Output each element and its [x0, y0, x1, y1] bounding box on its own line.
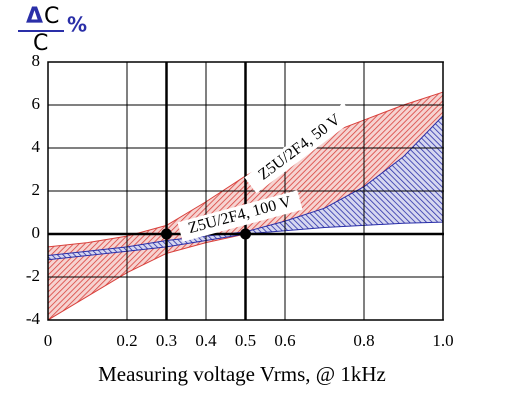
- label-bg: [177, 190, 303, 242]
- marker-point: [161, 228, 172, 240]
- y-label-denominator: C: [33, 31, 48, 56]
- x-tick-label: 0.3: [156, 331, 177, 350]
- y-tick-label: -4: [26, 309, 41, 328]
- label-bg: [244, 102, 356, 194]
- y-tick-label: -2: [26, 266, 40, 285]
- x-tick-label: 1.0: [432, 331, 453, 350]
- x-tick-label: 0.6: [274, 331, 295, 350]
- plot-frame: [47, 61, 444, 321]
- x-tick-label: 0.4: [195, 331, 217, 350]
- x-tick-label: 0.2: [116, 331, 137, 350]
- y-tick-label: 4: [32, 137, 41, 156]
- y-tick-label: 6: [32, 94, 41, 113]
- x-tick-label: 0.5: [235, 331, 256, 350]
- y-tick-label: 0: [32, 223, 41, 242]
- x-axis-label: Measuring voltage Vrms, @ 1kHz: [98, 362, 386, 386]
- y-label-numerator: C: [44, 4, 59, 29]
- marker-point: [240, 228, 251, 240]
- y-label-delta: Δ: [26, 4, 43, 29]
- x-tick-label: 0.8: [353, 331, 374, 350]
- y-tick-label: 2: [32, 180, 41, 199]
- y-tick-label: 8: [32, 51, 41, 70]
- x-tick-label: 0: [44, 331, 53, 350]
- y-label-unit: %: [67, 13, 87, 37]
